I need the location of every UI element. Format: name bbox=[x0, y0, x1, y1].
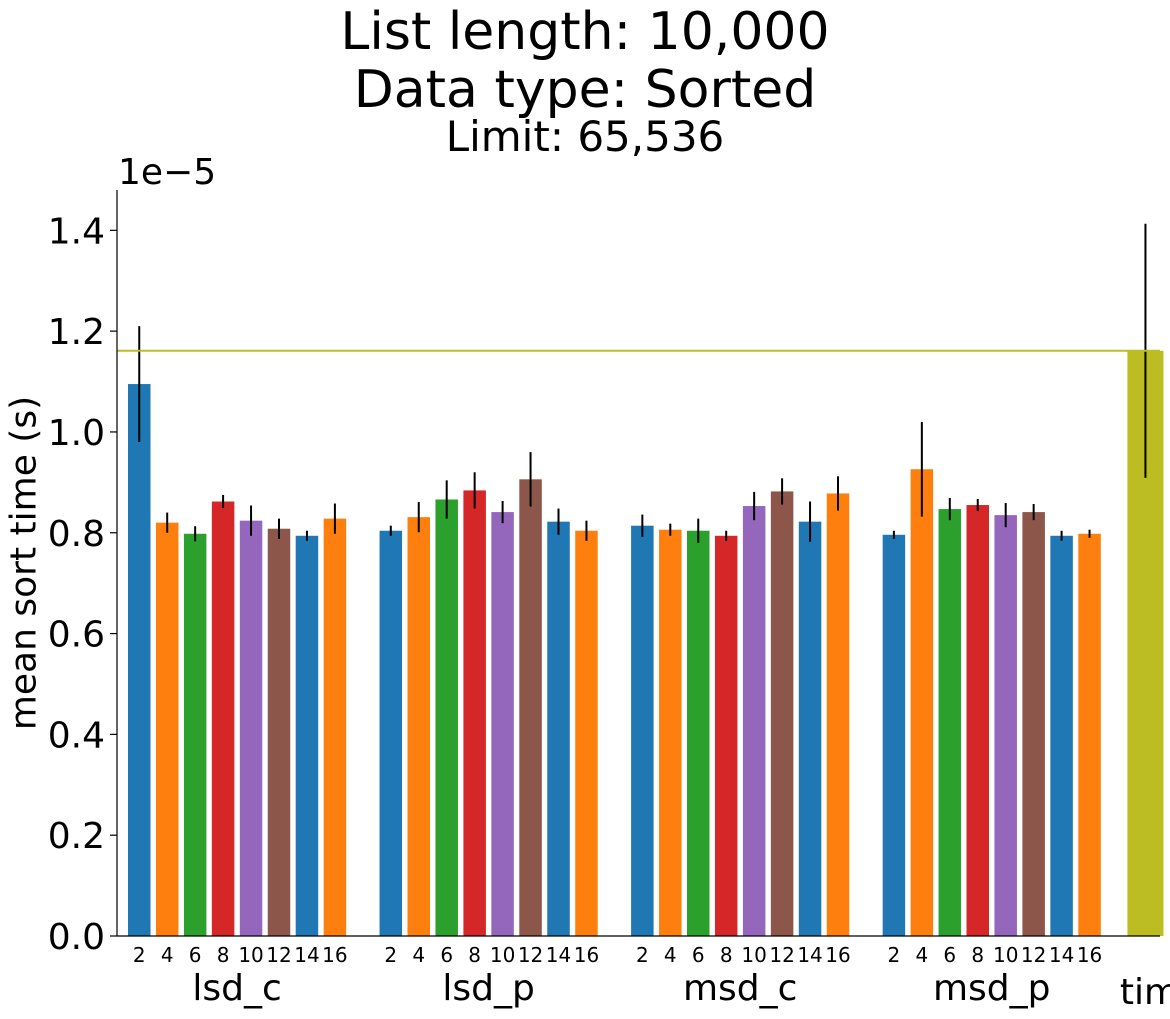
x-tick-label-lsd_c-14: 14 bbox=[294, 943, 319, 967]
bar-msd_c-16 bbox=[826, 493, 850, 936]
bar-lsd_c-4 bbox=[155, 522, 179, 936]
bar-msd_c-8 bbox=[714, 535, 738, 936]
x-tick-label-lsd_p-8: 8 bbox=[468, 943, 481, 967]
bar-lsd_p-6 bbox=[435, 499, 458, 936]
bar-lsd_p-14 bbox=[547, 521, 570, 936]
bar-msd_p-14 bbox=[1050, 535, 1073, 936]
x-tick-label-msd_p-8: 8 bbox=[971, 943, 984, 967]
x-tick-label-lsd_p-10: 10 bbox=[490, 943, 515, 967]
x-tick-label-lsd_p-12: 12 bbox=[518, 943, 543, 967]
bar-lsd_c-2 bbox=[128, 384, 151, 937]
bar-lsd_p-10 bbox=[491, 512, 514, 936]
x-tick-label-msd_c-14: 14 bbox=[797, 943, 822, 967]
bar-msd_c-14 bbox=[798, 521, 822, 936]
bar-msd_c-10 bbox=[742, 506, 766, 936]
group-label-msd_c: msd_c bbox=[683, 968, 797, 1009]
bar-lsd_c-14 bbox=[295, 535, 319, 936]
x-tick-label-msd_p-6: 6 bbox=[943, 943, 956, 967]
bar-lsd_p-8 bbox=[463, 490, 486, 936]
bar-msd_c-2 bbox=[631, 525, 654, 936]
bar-msd_c-12 bbox=[770, 491, 794, 936]
bar-lsd_c-16 bbox=[323, 518, 347, 936]
x-tick-label-msd_c-2: 2 bbox=[636, 943, 649, 967]
y-tick-label: 0.4 bbox=[48, 715, 105, 756]
x-tick-label-msd_p-14: 14 bbox=[1049, 943, 1074, 967]
y-axis-offset-label: 1e−5 bbox=[118, 152, 217, 193]
x-tick-label-msd_p-2: 2 bbox=[888, 943, 901, 967]
bar-lsd_c-12 bbox=[267, 528, 291, 936]
x-tick-label-lsd_c-8: 8 bbox=[217, 943, 230, 967]
bar-msd_c-6 bbox=[687, 530, 710, 936]
y-tick-label: 1.4 bbox=[48, 211, 105, 252]
chart-title-line-2: Data type: Sorted bbox=[353, 60, 817, 120]
bar-msd_p-12 bbox=[1022, 512, 1045, 936]
bar-msd_p-4 bbox=[910, 469, 934, 936]
chart-title-line-3: Limit: 65,536 bbox=[445, 112, 725, 161]
bar-msd_p-8 bbox=[966, 505, 989, 936]
bar-msd_p-2 bbox=[882, 534, 906, 936]
group-label-tim: tim bbox=[1120, 972, 1170, 1013]
bar-lsd_c-8 bbox=[211, 501, 235, 936]
y-tick-label: 0.6 bbox=[48, 615, 105, 656]
x-tick-label-lsd_p-4: 4 bbox=[412, 943, 425, 967]
x-tick-label-msd_p-12: 12 bbox=[1021, 943, 1046, 967]
y-tick-label: 1.0 bbox=[48, 413, 105, 454]
bar-lsd_c-6 bbox=[183, 533, 207, 936]
x-tick-label-msd_p-16: 16 bbox=[1077, 943, 1102, 967]
bar-lsd_c-10 bbox=[239, 520, 263, 936]
x-tick-label-msd_p-10: 10 bbox=[993, 943, 1018, 967]
group-label-lsd_c: lsd_c bbox=[192, 968, 281, 1009]
x-tick-label-msd_c-6: 6 bbox=[692, 943, 705, 967]
y-tick-label: 0.0 bbox=[48, 917, 105, 958]
x-tick-label-msd_c-4: 4 bbox=[664, 943, 677, 967]
group-label-msd_p: msd_p bbox=[933, 968, 1051, 1009]
x-tick-label-lsd_p-6: 6 bbox=[440, 943, 453, 967]
y-tick-label: 1.2 bbox=[48, 312, 105, 353]
group-label-lsd_p: lsd_p bbox=[442, 968, 534, 1009]
bar-lsd_p-4 bbox=[407, 517, 430, 936]
bar-msd_p-16 bbox=[1078, 533, 1101, 936]
bar-msd_p-6 bbox=[938, 509, 962, 936]
bar-lsd_p-2 bbox=[379, 530, 403, 936]
x-tick-label-lsd_p-2: 2 bbox=[384, 943, 397, 967]
x-tick-label-lsd_p-16: 16 bbox=[574, 943, 599, 967]
y-tick-label: 0.2 bbox=[48, 816, 105, 857]
x-tick-label-lsd_c-4: 4 bbox=[161, 943, 174, 967]
bar-lsd_p-12 bbox=[519, 479, 542, 936]
x-tick-label-msd_c-12: 12 bbox=[769, 943, 794, 967]
x-tick-label-msd_c-10: 10 bbox=[741, 943, 766, 967]
x-tick-label-lsd_c-6: 6 bbox=[189, 943, 202, 967]
x-tick-label-lsd_c-12: 12 bbox=[266, 943, 291, 967]
x-tick-label-msd_p-4: 4 bbox=[915, 943, 928, 967]
x-tick-label-msd_c-8: 8 bbox=[720, 943, 733, 967]
x-tick-label-msd_c-16: 16 bbox=[825, 943, 850, 967]
y-tick-label: 0.8 bbox=[48, 514, 105, 555]
x-tick-label-lsd_p-14: 14 bbox=[546, 943, 571, 967]
bar-msd_p-10 bbox=[994, 515, 1017, 936]
x-tick-label-lsd_c-2: 2 bbox=[133, 943, 146, 967]
bar-lsd_p-16 bbox=[575, 530, 598, 936]
bar-msd_c-4 bbox=[659, 529, 682, 936]
x-tick-label-lsd_c-10: 10 bbox=[238, 943, 263, 967]
x-tick-label-lsd_c-16: 16 bbox=[322, 943, 347, 967]
chart-title-line-1: List length: 10,000 bbox=[340, 2, 830, 62]
